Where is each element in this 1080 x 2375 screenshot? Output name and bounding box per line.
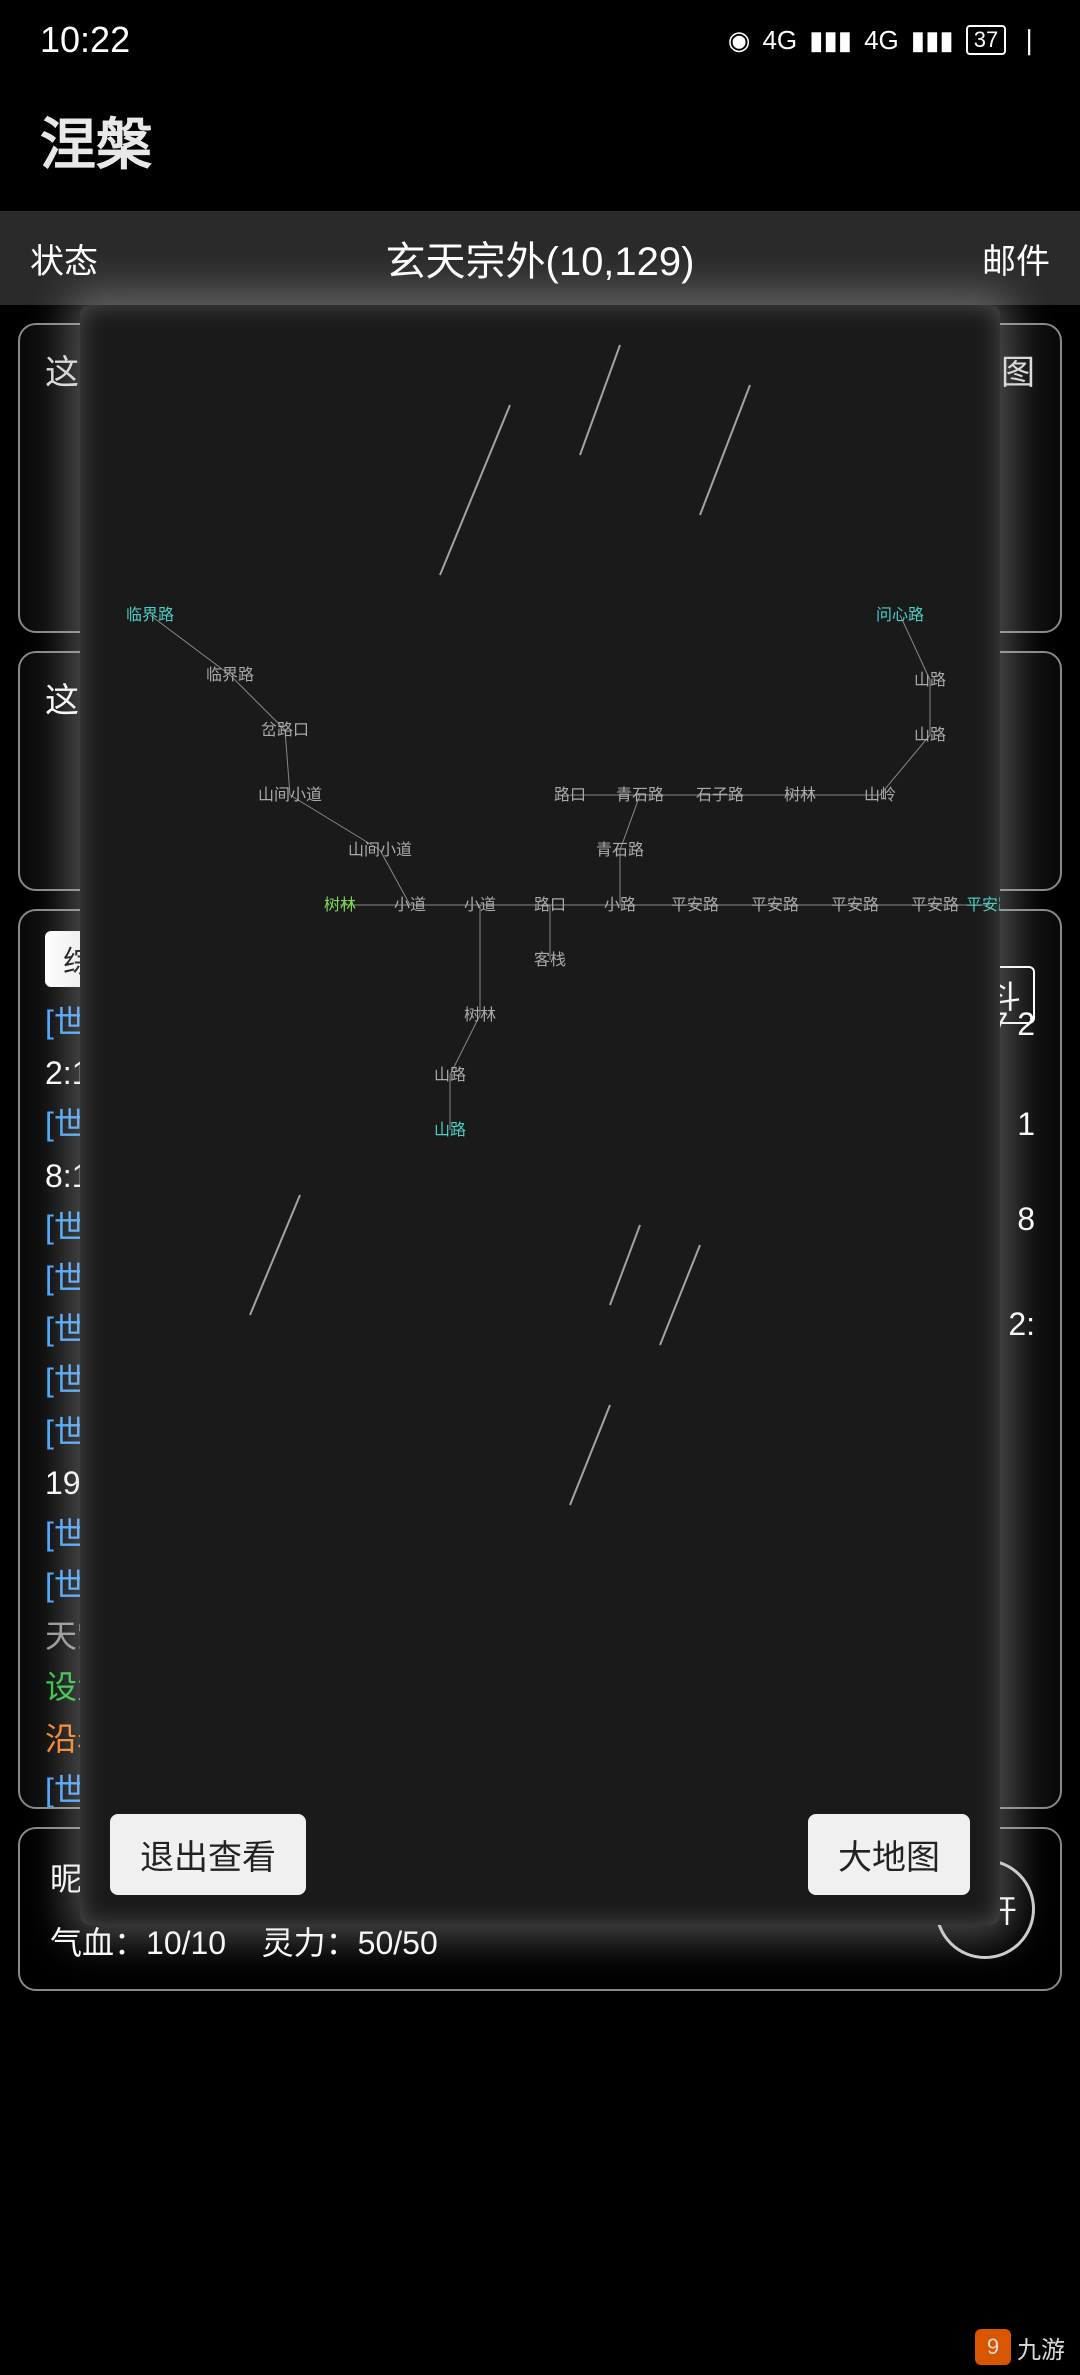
clock: 10:22 (40, 19, 130, 61)
signal-4g-2: 4G (864, 25, 899, 56)
big-map-button[interactable]: 大地图 (808, 1814, 970, 1895)
map-node-pingan_c[interactable]: 平安路 (966, 896, 1000, 914)
map-node-xiaolu[interactable]: 小路 (604, 896, 636, 914)
map-node-shulin_g[interactable]: 树林 (324, 896, 356, 914)
location-name: 玄天宗外(10,129) (386, 229, 695, 287)
leaf-icon: ❘ (1018, 25, 1040, 56)
mail-button[interactable]: 邮件 (982, 234, 1050, 283)
map-node-shanlu_c[interactable]: 山路 (434, 1121, 466, 1139)
map-node-qingshi2[interactable]: 青石路 (596, 841, 644, 859)
mp-label: 灵力： (262, 1925, 358, 1961)
map-node-chalu[interactable]: 岔路口 (261, 721, 309, 739)
map-node-lukou2[interactable]: 路口 (534, 896, 566, 914)
game-title: 涅槃 (0, 80, 1080, 211)
map-node-lukou1[interactable]: 路口 (554, 786, 586, 804)
map-node-shanlu1[interactable]: 山路 (914, 671, 946, 689)
log-right-2: 1 (1017, 1106, 1035, 1143)
map-node-pingan1[interactable]: 平安路 (671, 896, 719, 914)
status-button[interactable]: 状态 (30, 234, 98, 283)
watermark-icon: 9 (975, 2329, 1011, 2365)
wifi-icon: ◉ (728, 25, 751, 56)
map-node-shanjian2[interactable]: 山间小道 (348, 841, 412, 859)
mp-value: 50/50 (358, 1925, 438, 1961)
status-bar: 10:22 ◉ 4G ▮▮▮ 4G ▮▮▮ 37 ❘ (0, 0, 1080, 80)
map-node-shizi[interactable]: 石子路 (696, 786, 744, 804)
map-node-qingshi1[interactable]: 青石路 (616, 786, 664, 804)
map-node-wenxin_c[interactable]: 问心路 (876, 606, 924, 624)
log-right-3: 8 (1017, 1201, 1035, 1238)
map-node-shanling[interactable]: 山岭 (864, 786, 896, 804)
map-node-pingan2[interactable]: 平安路 (751, 896, 799, 914)
hp-label: 气血： (50, 1925, 146, 1961)
status-right: ◉ 4G ▮▮▮ 4G ▮▮▮ 37 ❘ (728, 25, 1040, 56)
map-node-shanlu3[interactable]: 山路 (434, 1066, 466, 1084)
map-node-shanjian1[interactable]: 山间小道 (258, 786, 322, 804)
map-node-linjie[interactable]: 临界路 (206, 666, 254, 684)
hp-value: 10/10 (146, 1925, 226, 1961)
map-node-pingan3[interactable]: 平安路 (831, 896, 879, 914)
map-node-pingan4[interactable]: 平安路 (911, 896, 959, 914)
map-node-xiaodao2[interactable]: 小道 (464, 896, 496, 914)
location-bar: 状态 玄天宗外(10,129) 邮件 (0, 211, 1080, 305)
map-node-shulin2[interactable]: 树林 (464, 1006, 496, 1024)
map-node-shanlu2[interactable]: 山路 (914, 726, 946, 744)
map-overlay: 临界路问心路临界路岔路口山路山路山间小道路口青石路石子路树林山岭山间小道青石路树… (80, 305, 1000, 1925)
signal-bars-1: ▮▮▮ (809, 25, 852, 56)
log-right-4: 2: (1008, 1306, 1035, 1343)
watermark: 9 九游 (975, 2329, 1065, 2365)
signal-4g-1: 4G (762, 25, 797, 56)
exit-view-button[interactable]: 退出查看 (110, 1814, 306, 1895)
map-svg[interactable]: 临界路问心路临界路岔路口山路山路山间小道路口青石路石子路树林山岭山间小道青石路树… (80, 305, 1000, 1805)
map-node-xiaodao1[interactable]: 小道 (394, 896, 426, 914)
signal-bars-2: ▮▮▮ (911, 25, 954, 56)
map-node-shulin1[interactable]: 树林 (784, 786, 816, 804)
map-node-kezhan[interactable]: 客栈 (534, 951, 566, 969)
map-node-linjie_c[interactable]: 临界路 (126, 606, 174, 624)
battery-icon: 37 (966, 25, 1006, 55)
